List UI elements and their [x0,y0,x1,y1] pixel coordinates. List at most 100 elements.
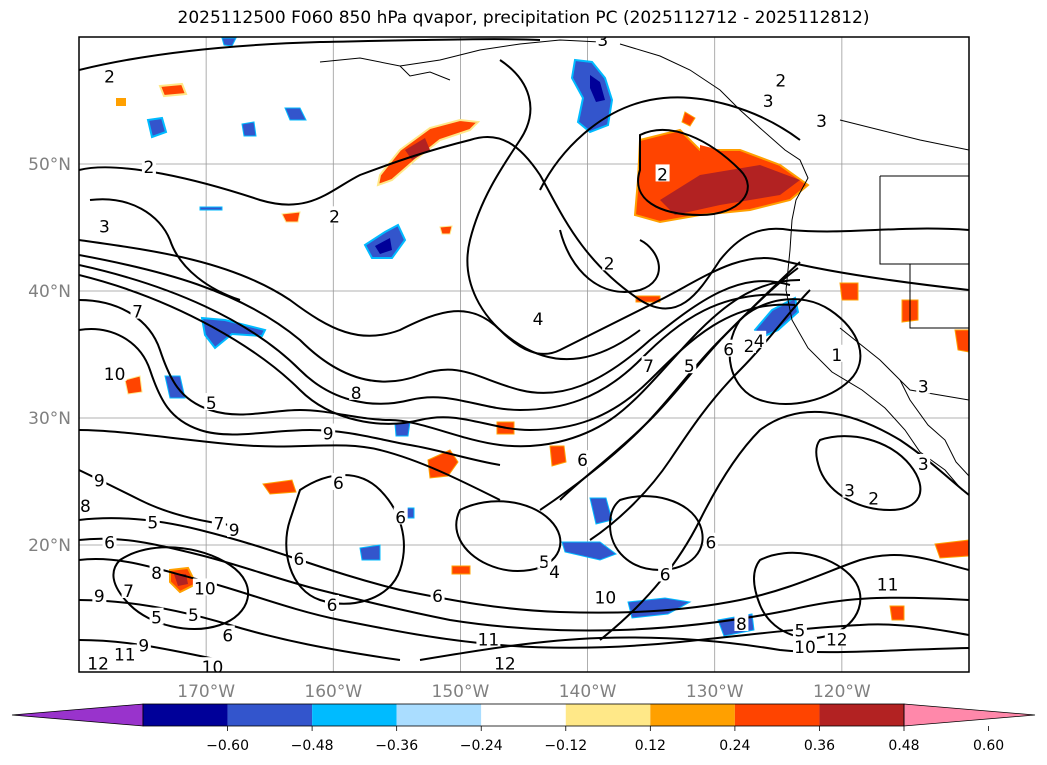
colorbar-segment [481,704,566,726]
contour-label-bg [875,574,900,592]
contour-label: 4 [549,563,560,583]
precip-patch [124,375,143,395]
contour-label-bg [149,607,164,625]
contour-label: 7 [132,303,143,323]
contour-label: 10 [794,638,816,658]
colorbar-segment [312,704,397,726]
contour-label-bg [492,653,517,671]
contour-label: 7 [643,357,654,377]
contour-label-bg [145,512,160,530]
precip-patch [660,165,800,215]
precip-patch [164,375,186,399]
contour-label: 9 [138,637,149,657]
contour-label: 5 [539,553,550,573]
colorbar-tick-label: −0.48 [291,738,334,754]
precip-patch [376,118,481,187]
contour-label-bg [327,206,342,224]
precip-patch [549,445,567,467]
colorbar-segment [650,704,735,726]
contour-label: 3 [816,112,827,132]
contour-label: 5 [794,621,805,641]
contour-label: 8 [736,615,747,635]
colorbar-segment [565,704,651,726]
contour-label: 6 [294,550,305,570]
contour-label: 5 [684,357,695,377]
contour-label: 6 [327,596,338,616]
contour-label: 1 [831,346,842,366]
contour-label-bg [321,423,336,441]
contour-label-bg [331,473,346,491]
colorbar: −0.60 −0.48 −0.36 −0.24 −0.12 0.12 0.24 0.36 0.4… [11,703,1036,754]
contour-label-bg [204,393,219,411]
contour-label-bg [734,614,749,632]
latitude-tick-label: 30°N [28,409,71,429]
contour-label-bg [349,382,364,400]
colorbar-tick-label: −0.36 [375,738,418,754]
contour-label: 11 [877,576,899,596]
precip-patch [199,206,223,211]
contour-label-bg [97,216,112,234]
longitude-tick-label: 160°W [304,682,362,702]
contour-label: 6 [395,508,406,528]
contour-label: 2 [104,68,115,88]
contour-label-bg [121,580,136,598]
contour-label: 3 [99,218,110,238]
contour-label-bg [102,66,117,84]
colorbar-extend-high [903,703,1036,727]
precip-patch [359,544,381,561]
contour-label-bg [773,70,788,88]
contour-label: 2 [329,207,340,227]
precip-patch [451,565,471,575]
qvapor-contours [79,38,969,661]
precip-patch [116,98,126,106]
precip-patch [174,574,188,586]
contour-label-bg [824,629,849,647]
contour-label-bg [291,549,306,567]
contour-label: 3 [597,31,608,51]
contour-label-bg [430,586,445,604]
precip-patch [954,329,969,353]
longitude-labels: 170°W 160°W 150°W 140°W 130°W 120°W [177,682,871,702]
contour-label-bg [393,507,408,525]
contour-label: 6 [333,474,344,494]
contour-label: 9 [94,587,105,607]
contour-label: 6 [660,565,671,585]
contour-label-bg [102,363,127,381]
contour-label-bg [721,339,736,357]
contour-label: 2 [868,489,879,509]
colorbar-extend-low [11,703,144,727]
colorbar-segment [396,704,482,726]
longitude-tick-label: 130°W [686,682,744,702]
contour-label: 4 [754,332,765,352]
contour-label-bg [220,625,235,643]
precip-patch [590,75,605,102]
contour-label-bg [192,578,217,596]
colorbar-segment [819,704,904,726]
contour-label: 12 [826,630,848,650]
contour-label: 5 [147,513,158,533]
contour-label-bg [79,495,93,513]
contour-label: 10 [194,579,216,599]
precip-patch [284,107,307,121]
contour-label: 10 [104,365,126,385]
contour-label-bg [593,587,618,605]
colorbar-tick-label: 0.60 [973,738,1004,754]
contour-label: 6 [723,341,734,361]
contour-label-bg [703,532,718,550]
contour-label: 5 [188,606,199,626]
contour-label: 10 [202,658,224,678]
contour-label-bg [682,356,697,374]
colorbar-tick-label: 0.36 [804,738,835,754]
contour-label-bg [200,657,225,672]
contour-label: 5 [151,609,162,629]
contour-label-bg [761,90,776,108]
colorbar-tick-label: −0.12 [544,738,587,754]
contour-label: 8 [351,384,362,404]
contour-label: 3 [844,482,855,502]
contour-label-bg [530,309,545,327]
contour-label-bg [655,164,670,182]
precip-patch [561,541,618,561]
contour-label: 9 [94,472,105,492]
